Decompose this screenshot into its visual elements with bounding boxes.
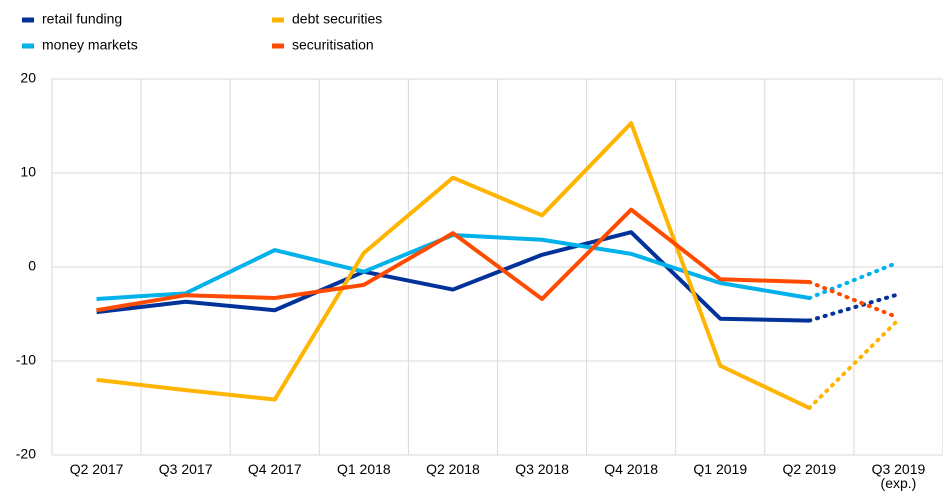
x-tick-label: Q2 2019 — [782, 461, 837, 477]
x-tick-label: Q3 2018 — [515, 461, 569, 477]
series-line — [96, 121, 811, 410]
x-tick-label: Q3 2017 — [158, 461, 213, 477]
legend-label: money markets — [42, 37, 138, 53]
x-tick-label: Q4 2018 — [604, 461, 658, 477]
series-line-expected — [807, 317, 901, 410]
y-tick-label: 0 — [28, 258, 36, 274]
legend-label: retail funding — [42, 11, 122, 27]
y-tick-label: 10 — [20, 164, 36, 180]
x-tick-label: Q2 2017 — [69, 461, 124, 477]
x-tick-label: Q4 2017 — [247, 461, 302, 477]
x-tick-label: Q2 2018 — [426, 461, 480, 477]
x-tick-label: Q3 2019 (exp.) — [871, 461, 926, 491]
y-tick-label: -20 — [16, 446, 36, 462]
y-tick-label: 20 — [20, 70, 36, 86]
legend-label: debt securities — [292, 11, 382, 27]
x-tick-label: Q1 2019 — [693, 461, 748, 477]
y-tick-label: -10 — [16, 352, 36, 368]
series-line-expected — [807, 280, 901, 320]
legend-label: securitisation — [292, 37, 374, 53]
x-tick-label: Q1 2018 — [336, 461, 391, 477]
series-line-expected — [807, 260, 901, 301]
series-line-expected — [807, 292, 901, 323]
series-line — [96, 207, 810, 313]
